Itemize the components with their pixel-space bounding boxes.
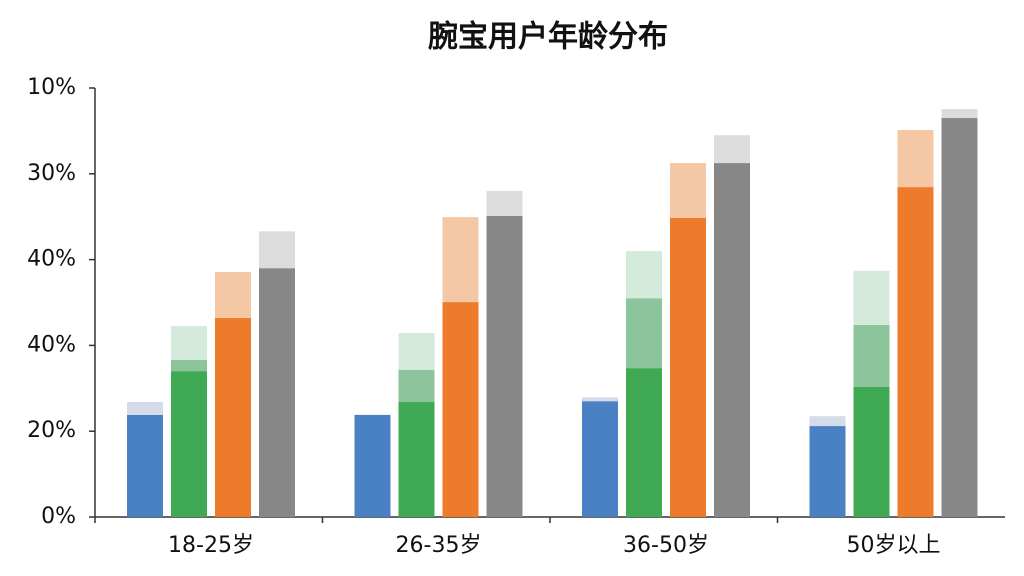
bar-segment [853, 324, 890, 388]
bar-segment [215, 317, 251, 517]
bar-segment [626, 251, 662, 299]
bar-segment [582, 397, 618, 402]
bar-segment [897, 187, 934, 517]
bar-segment [809, 416, 846, 427]
bar-segment [670, 217, 706, 517]
y-tick-label: 20% [27, 418, 76, 443]
y-tick-label: 30% [27, 161, 76, 186]
bar-segment [941, 109, 978, 119]
bar-segment [259, 231, 295, 269]
y-tick-label: 10% [27, 75, 76, 100]
x-tick-label: 26-35岁 [396, 533, 482, 558]
bar-segment [259, 268, 295, 517]
bar-segment [442, 302, 479, 517]
bar-segment [398, 402, 435, 517]
bar-segment [853, 270, 890, 325]
y-tick-label: 40% [27, 332, 76, 357]
bar-segment [354, 414, 391, 517]
bar-segment [215, 272, 251, 318]
bar-segment [714, 135, 750, 164]
bar-segment [582, 401, 618, 517]
bar-segment [398, 332, 435, 370]
chart-title: 腕宝用户年龄分布 [428, 20, 668, 55]
bar-segment [626, 298, 662, 369]
bar-segment [626, 368, 662, 517]
x-tick-label: 18-25岁 [168, 533, 254, 558]
bar-segment [171, 326, 207, 360]
bar-segment [853, 387, 890, 517]
x-tick-label: 36-50岁 [623, 533, 709, 558]
bar-segment [442, 217, 479, 303]
bar-segment [670, 163, 706, 218]
bar-segment [171, 371, 207, 517]
bar-segment [486, 215, 523, 518]
bar-segment [714, 163, 750, 517]
bar-segment [897, 130, 934, 188]
bar-segment [809, 426, 846, 517]
x-tick-label: 50岁以上 [847, 533, 941, 558]
bar-segment [941, 118, 978, 517]
y-tick-label: 40% [27, 247, 76, 272]
bar-segment [127, 402, 163, 415]
bar-segment [398, 369, 435, 403]
bar-segment [486, 190, 523, 216]
bar-segment [127, 414, 163, 517]
bar-segment [171, 359, 207, 372]
y-tick-label: 0% [41, 504, 76, 529]
